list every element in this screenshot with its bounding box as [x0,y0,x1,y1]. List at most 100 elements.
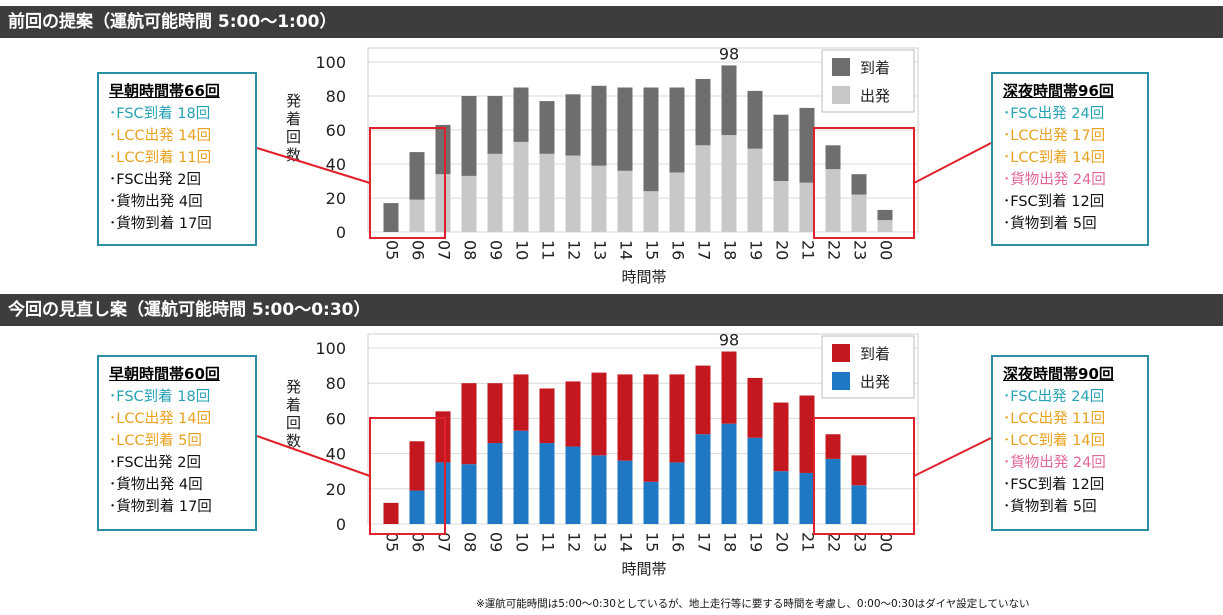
bar-arrival [591,372,607,456]
bar-arrival [825,145,841,170]
x-tick-label: 23 [851,532,870,552]
legend-label-departure: 出発 [860,87,890,105]
bar-departure [617,170,633,232]
bar-departure [539,153,555,232]
callout-line: ･FSC到着 12回 [1003,194,1105,210]
bar-arrival [773,402,789,472]
callout-line: ･LCC到着 11回 [109,150,212,166]
legend-swatch-arrival [832,58,850,76]
bar-departure [773,181,789,232]
bar-departure [435,462,451,524]
bar-departure [695,145,711,232]
bar-departure [643,191,659,232]
legend-swatch-departure [832,372,850,390]
bar-arrival [695,365,711,435]
callout-line: ･貨物出発 24回 [1003,455,1106,471]
x-tick-label: 11 [539,532,558,552]
callout-line: ･FSC出発 24回 [1003,389,1105,405]
x-axis-label: 時間帯 [621,268,666,286]
bar-arrival [513,374,529,431]
x-tick-label: 10 [513,240,532,260]
chart-current-revision: 0 20 40 60 80 100 発着回数 05 06 07 08 09 10 11 12 13 14 15 16… [256,331,992,578]
bar-arrival [409,152,425,200]
callout-line: ･FSC到着 18回 [109,389,211,405]
early-morning-callout-1: 早朝時間帯66回 ･FSC到着 18回 ･LCC出発 14回 ･LCC到着 11回･… [97,72,257,246]
bar-arrival [851,455,867,486]
callout-line: ･FSC到着 12回 [1003,477,1105,493]
callout-title: 早朝時間帯66回 [109,82,220,100]
bar-departure [435,174,451,232]
x-tick-label: 16 [669,532,688,552]
y-axis-label: 発着回数 [286,378,301,450]
connector-line-late [913,142,992,184]
bar-arrival [851,174,867,195]
bar-arrival [435,411,451,463]
x-tick-label: 21 [799,240,818,260]
connector-line-late [913,437,992,477]
bar-departure [487,443,503,524]
bar-departure [461,175,477,232]
callout-line: ･LCC出発 17回 [1003,128,1106,144]
footnote: ※運航可能時間は5:00〜0:30としているが、地上走行等に要する時間を考慮し、… [476,598,1030,610]
bar-arrival [539,101,555,154]
callout-title: 深夜時間帯90回 [1003,365,1114,383]
bar-departure [565,446,581,524]
connector-line-early [256,147,371,184]
bar-departure [799,472,815,524]
bar-arrival [487,96,503,154]
x-tick-label: 17 [695,532,714,552]
callout-line: ･貨物到着 5回 [1003,499,1097,515]
y-axis-label: 発着回数 [286,92,301,164]
bar-departure [669,172,685,232]
chart-previous-proposal: 0 20 40 60 80 100 発着回数 05 06 07 08 09 10 11 12 13 14 15 16… [256,44,992,286]
x-tick-label: 15 [643,532,662,552]
bar-arrival [565,381,581,447]
x-tick-label: 18 [721,532,740,552]
bar-arrival [383,203,399,232]
x-tick-label: 18 [721,240,740,260]
x-tick-label: 22 [825,240,844,260]
x-tick-label: 06 [409,240,428,260]
x-tick-label: 17 [695,240,714,260]
x-tick-label: 20 [773,532,792,552]
x-tick-label: 05 [383,532,402,552]
y-tick-label: 60 [326,121,346,140]
bar-departure [513,141,529,232]
x-tick-label: 10 [513,532,532,552]
bar-arrival [669,87,685,173]
callout-line: ･LCC到着 14回 [1003,433,1106,449]
bar-arrival [747,377,763,438]
callout-line: ･FSC到着 18回 [109,106,211,122]
callout-lines: ･FSC到着 18回 ･LCC出発 14回 ･LCC到着 5回 ･FSC出発 2回 ･貨… [109,386,249,518]
connector-line-early [256,435,371,477]
legend-label-arrival: 到着 [860,59,890,77]
y-tick-label: 100 [315,53,346,72]
x-tick-label: 20 [773,240,792,260]
bar-departure [877,220,893,232]
callout-line: ･貨物到着 17回 [109,216,212,232]
bar-arrival [825,434,841,459]
y-tick-label: 20 [326,480,346,499]
section1-header: 前回の提案（運航可能時間 5:00〜1:00） [0,6,1223,38]
x-tick-label: 19 [747,240,766,260]
bar-departure [695,434,711,524]
x-tick-label: 14 [617,240,636,260]
y-tick-label: 40 [326,155,346,174]
bar-departure [851,485,867,524]
x-tick-label: 13 [591,240,610,260]
bar-departure [669,462,685,524]
y-tick-label: 80 [326,374,346,393]
x-tick-label: 05 [383,240,402,260]
bar-arrival [617,374,633,461]
x-tick-label: 16 [669,240,688,260]
bar-arrival [409,441,425,491]
callout-lines: ･FSC出発 24回 ･LCC出発 11回 ･LCC到着 14回 ･貨物出発 24回 ･… [1003,386,1141,518]
bar-departure [851,194,867,232]
late-night-callout-2: 深夜時間帯90回 ･FSC出発 24回 ･LCC出発 11回 ･LCC到着 14回･… [991,355,1149,531]
bar-departure [409,199,425,232]
legend-swatch-arrival [832,344,850,362]
bar-arrival [435,124,451,175]
callout-line: ･貨物到着 5回 [1003,216,1097,232]
callout-line: ･LCC出発 11回 [1003,411,1106,427]
y-tick-label: 0 [336,223,346,242]
